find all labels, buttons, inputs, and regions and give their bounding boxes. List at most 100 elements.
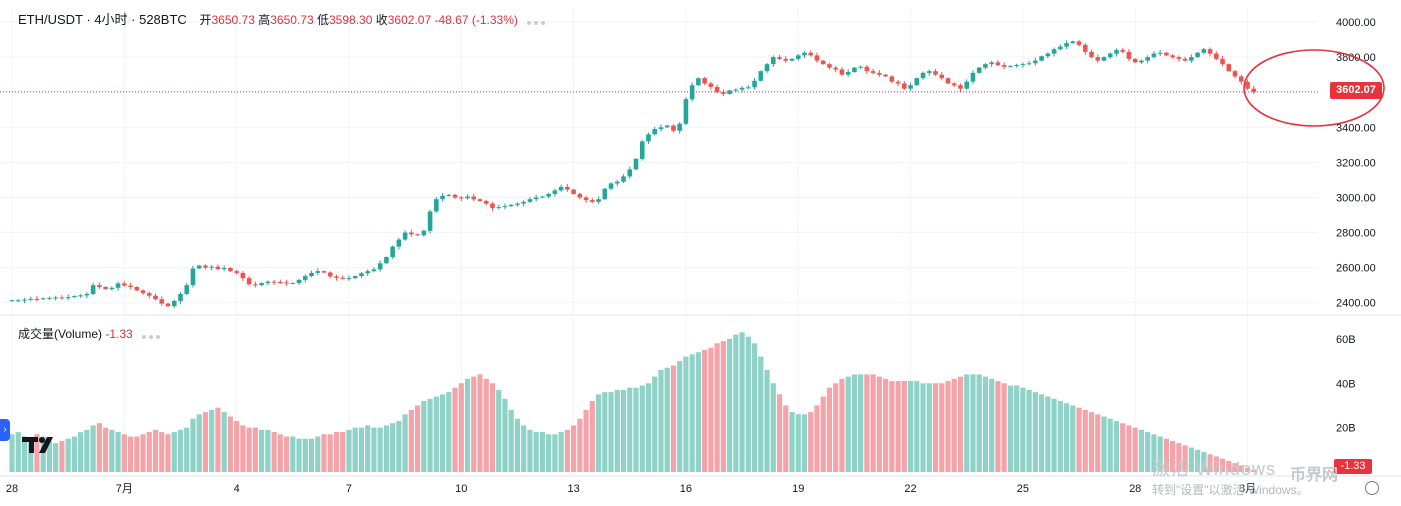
volume-bar[interactable] xyxy=(1176,443,1182,472)
volume-bar[interactable] xyxy=(764,369,770,472)
candle[interactable] xyxy=(190,268,196,286)
volume-bar[interactable] xyxy=(215,407,221,472)
legend-more-icon[interactable] xyxy=(527,14,548,28)
volume-bar[interactable] xyxy=(914,381,920,472)
candle[interactable] xyxy=(540,196,545,198)
volume-bar[interactable] xyxy=(514,418,521,472)
candle[interactable] xyxy=(97,285,102,287)
candle[interactable] xyxy=(1132,58,1138,63)
candle[interactable] xyxy=(671,125,676,131)
volume-bar[interactable] xyxy=(1057,401,1063,472)
volume-bar[interactable] xyxy=(1195,449,1201,472)
candle[interactable] xyxy=(334,276,339,278)
volume-bar[interactable] xyxy=(839,378,845,472)
candle[interactable] xyxy=(1064,43,1069,47)
volume-bar[interactable] xyxy=(801,414,808,472)
candle[interactable] xyxy=(914,78,920,86)
volume-bar[interactable] xyxy=(259,429,265,472)
candle[interactable] xyxy=(939,74,945,79)
candle[interactable] xyxy=(845,72,851,75)
candle[interactable] xyxy=(1070,41,1076,44)
volume-bar[interactable] xyxy=(833,383,839,472)
candle[interactable] xyxy=(789,58,795,61)
candle[interactable] xyxy=(945,78,951,84)
volume-bar[interactable] xyxy=(489,383,496,472)
candle[interactable] xyxy=(477,199,483,201)
volume-bar[interactable] xyxy=(46,440,53,472)
volume-bar[interactable] xyxy=(84,429,90,472)
candle[interactable] xyxy=(446,194,452,196)
volume-bar[interactable] xyxy=(970,374,976,472)
volume-bar[interactable] xyxy=(246,427,252,472)
volume-bar[interactable] xyxy=(452,387,458,472)
volume-bar[interactable] xyxy=(365,425,371,472)
volume-bar[interactable] xyxy=(677,361,683,472)
volume-bar[interactable] xyxy=(321,434,327,472)
volume-bar[interactable] xyxy=(1113,420,1120,472)
volume-bar[interactable] xyxy=(1238,465,1244,472)
candle[interactable] xyxy=(808,52,814,56)
volume-bar[interactable] xyxy=(502,398,508,472)
candle[interactable] xyxy=(689,85,695,100)
volume-bar[interactable] xyxy=(271,432,277,472)
volume-bar[interactable] xyxy=(1170,440,1176,472)
candle[interactable] xyxy=(552,190,558,194)
volume-bar[interactable] xyxy=(926,383,932,472)
candle[interactable] xyxy=(22,299,27,301)
candle[interactable] xyxy=(515,203,520,205)
candle[interactable] xyxy=(683,99,689,124)
candle[interactable] xyxy=(1039,56,1044,61)
volume-bar[interactable] xyxy=(333,432,340,472)
volume-bar[interactable] xyxy=(1120,423,1126,472)
candle[interactable] xyxy=(976,67,982,73)
volume-bar[interactable] xyxy=(1232,463,1238,472)
candle[interactable] xyxy=(109,287,115,290)
volume-bar[interactable] xyxy=(758,356,764,472)
candle[interactable] xyxy=(402,232,408,240)
volume-bar[interactable] xyxy=(652,376,658,472)
candle[interactable] xyxy=(814,55,820,61)
volume-bar[interactable] xyxy=(670,365,677,473)
candle[interactable] xyxy=(633,158,639,170)
tradingview-logo[interactable] xyxy=(20,428,60,462)
candle[interactable] xyxy=(421,230,427,236)
volume-bar[interactable] xyxy=(1138,429,1145,472)
volume-bar[interactable] xyxy=(109,429,115,472)
volume-bar[interactable] xyxy=(964,374,970,472)
candle[interactable] xyxy=(165,303,171,307)
symbol-title[interactable]: ETH/USDT · 4小时 · 528BTC xyxy=(18,12,187,27)
candle[interactable] xyxy=(221,267,227,270)
volume-bar[interactable] xyxy=(202,412,209,472)
candle[interactable] xyxy=(1076,41,1082,45)
volume-bar[interactable] xyxy=(939,383,945,472)
candle[interactable] xyxy=(1101,57,1107,61)
candle[interactable] xyxy=(764,64,770,72)
candle[interactable] xyxy=(47,297,52,299)
candle[interactable] xyxy=(309,272,314,277)
candle[interactable] xyxy=(34,298,40,300)
candle[interactable] xyxy=(371,269,377,272)
volume-bar[interactable] xyxy=(115,432,121,472)
candle[interactable] xyxy=(203,265,208,268)
volume-bar[interactable] xyxy=(783,405,789,472)
volume-bar[interactable] xyxy=(770,383,776,472)
volume-bar[interactable] xyxy=(1039,394,1045,472)
volume-bar[interactable] xyxy=(383,425,389,472)
candle[interactable] xyxy=(302,276,308,280)
volume-bar[interactable] xyxy=(808,412,814,472)
candle[interactable] xyxy=(926,71,932,73)
volume-bar[interactable] xyxy=(1126,425,1132,472)
volume-bar[interactable] xyxy=(315,436,321,473)
candle[interactable] xyxy=(1020,64,1026,66)
volume-bar[interactable] xyxy=(1032,392,1038,472)
volume-bar[interactable] xyxy=(976,374,982,472)
candle[interactable] xyxy=(115,283,121,288)
candle[interactable] xyxy=(721,92,726,94)
candle[interactable] xyxy=(359,273,364,277)
candle[interactable] xyxy=(870,71,876,73)
candle[interactable] xyxy=(920,72,926,79)
volume-bar[interactable] xyxy=(477,374,483,472)
candle[interactable] xyxy=(1151,53,1157,58)
candle[interactable] xyxy=(852,67,857,73)
